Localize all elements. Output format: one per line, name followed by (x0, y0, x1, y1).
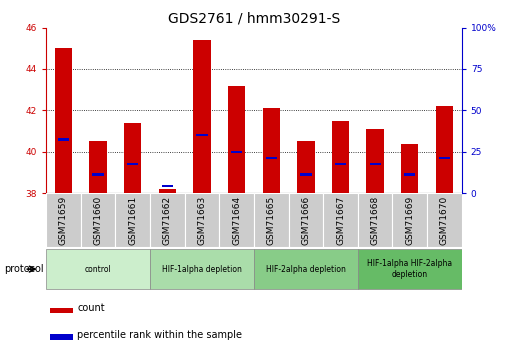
Bar (159, 189, 176, 193)
Bar (150, 193, 185, 247)
Text: GSM71665: GSM71665 (267, 196, 276, 245)
Bar (288, 193, 323, 247)
Bar (115, 193, 150, 247)
Bar (404, 173, 416, 176)
Bar (127, 163, 139, 166)
Bar (81, 193, 115, 247)
Bar (193, 40, 211, 193)
Bar (369, 163, 381, 166)
Bar (358, 249, 462, 289)
Text: GSM71660: GSM71660 (93, 196, 103, 245)
Bar (332, 121, 349, 193)
Bar (50, 308, 73, 313)
Text: HIF-1alpha depletion: HIF-1alpha depletion (162, 265, 242, 274)
Text: GSM71667: GSM71667 (336, 196, 345, 245)
Bar (46, 249, 150, 289)
Bar (228, 86, 245, 193)
Bar (254, 193, 288, 247)
Bar (439, 157, 450, 159)
Text: GSM71669: GSM71669 (405, 196, 415, 245)
Bar (263, 108, 280, 193)
Bar (220, 193, 254, 247)
Bar (231, 150, 242, 153)
Bar (46, 193, 81, 247)
Bar (427, 193, 462, 247)
Bar (358, 193, 392, 247)
Text: GSM71670: GSM71670 (440, 196, 449, 245)
Bar (92, 173, 104, 176)
Text: count: count (77, 303, 105, 313)
Bar (323, 193, 358, 247)
Bar (392, 193, 427, 247)
Bar (436, 106, 453, 193)
Text: GSM71661: GSM71661 (128, 196, 137, 245)
Bar (89, 141, 107, 193)
Bar (366, 129, 384, 193)
Title: GDS2761 / hmm30291-S: GDS2761 / hmm30291-S (168, 11, 340, 25)
Bar (124, 123, 142, 193)
Bar (335, 163, 346, 166)
Bar (55, 48, 72, 193)
Bar (50, 334, 73, 339)
Bar (401, 144, 419, 193)
Text: control: control (85, 265, 111, 274)
Bar (150, 249, 254, 289)
Text: GSM71668: GSM71668 (370, 196, 380, 245)
Text: HIF-2alpha depletion: HIF-2alpha depletion (266, 265, 346, 274)
Text: GSM71666: GSM71666 (301, 196, 310, 245)
Bar (297, 141, 314, 193)
Text: GSM71663: GSM71663 (198, 196, 207, 245)
Bar (266, 157, 277, 159)
Bar (58, 138, 69, 141)
Text: GSM71664: GSM71664 (232, 196, 241, 245)
Text: protocol: protocol (4, 264, 44, 274)
Text: GSM71662: GSM71662 (163, 196, 172, 245)
Text: percentile rank within the sample: percentile rank within the sample (77, 330, 242, 340)
Bar (254, 249, 358, 289)
Bar (162, 185, 173, 187)
Text: GSM71659: GSM71659 (59, 196, 68, 245)
Text: HIF-1alpha HIF-2alpha
depletion: HIF-1alpha HIF-2alpha depletion (367, 259, 452, 279)
Bar (196, 134, 208, 137)
Bar (300, 173, 311, 176)
Bar (185, 193, 220, 247)
